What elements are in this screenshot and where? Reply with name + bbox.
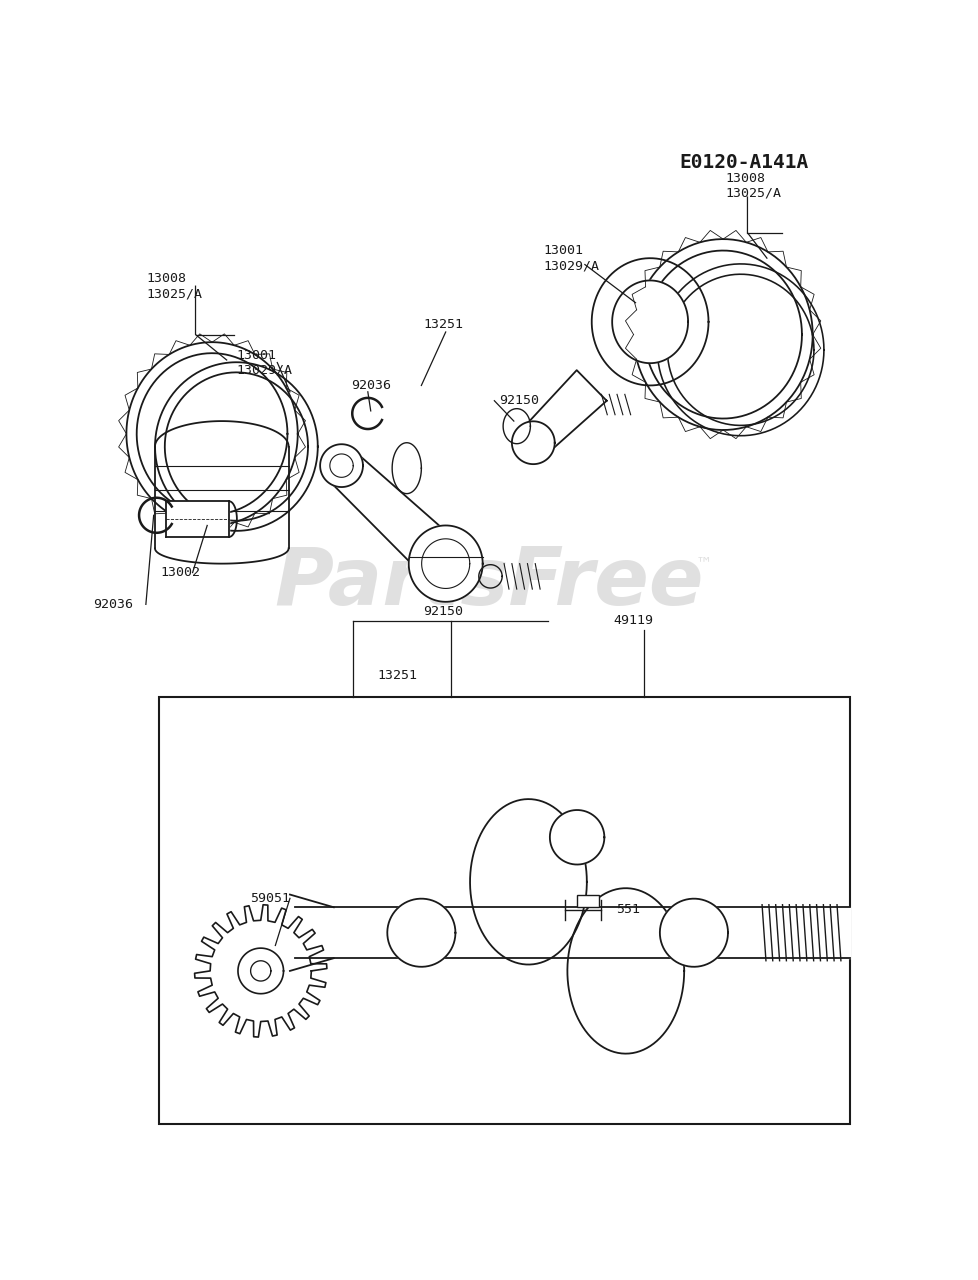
Polygon shape [408,526,482,602]
Polygon shape [328,452,462,581]
Bar [158,698,849,1124]
Text: 49119: 49119 [612,614,652,627]
Text: 13001
13029/A: 13001 13029/A [543,244,599,273]
Polygon shape [320,444,363,488]
Text: 13002: 13002 [160,566,200,579]
Polygon shape [520,370,606,456]
Text: 92036: 92036 [93,598,133,611]
Text: 59051: 59051 [249,892,289,905]
Text: 13008
13025/A: 13008 13025/A [725,172,780,200]
Polygon shape [511,421,555,465]
Text: 13001
13029/A: 13001 13029/A [236,348,292,376]
Polygon shape [289,895,333,972]
Polygon shape [155,466,289,548]
Polygon shape [195,905,327,1037]
Polygon shape [137,353,288,515]
Polygon shape [294,908,849,959]
Text: E0120-A141A: E0120-A141A [679,154,808,173]
Polygon shape [611,280,688,364]
Polygon shape [387,899,455,966]
Polygon shape [644,251,801,419]
Polygon shape [659,899,728,966]
Polygon shape [165,502,229,536]
Polygon shape [550,810,603,864]
Text: 13251: 13251 [378,669,418,682]
Text: 92036: 92036 [351,379,391,392]
Polygon shape [164,372,308,521]
Text: 551: 551 [615,904,640,916]
Text: 13251: 13251 [422,317,463,330]
Bar [576,895,598,908]
Text: 92150: 92150 [422,605,463,618]
Polygon shape [469,799,586,965]
Polygon shape [567,888,684,1053]
Polygon shape [238,948,284,993]
Text: PartsFree: PartsFree [275,544,703,622]
Text: ™: ™ [694,554,711,572]
Text: 13008
13025/A: 13008 13025/A [147,273,202,301]
Polygon shape [667,274,813,425]
Text: 92150: 92150 [499,394,539,407]
